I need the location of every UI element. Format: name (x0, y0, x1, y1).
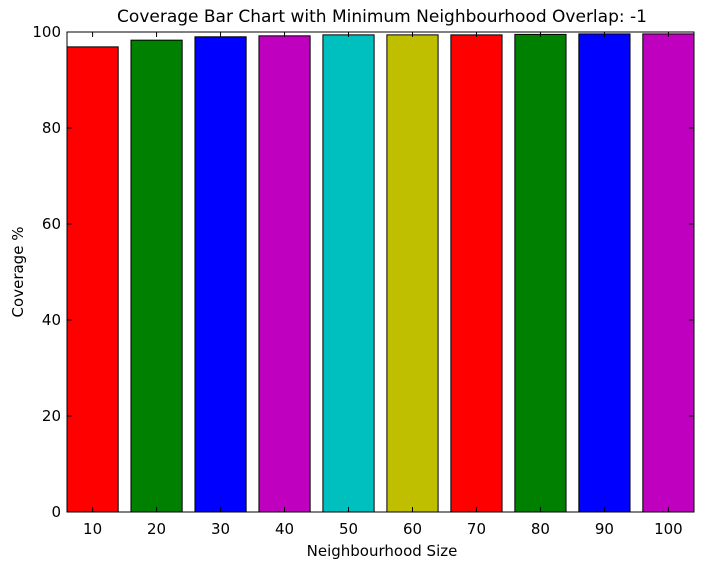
bar-90 (578, 33, 631, 513)
x-tick-label-40: 40 (275, 520, 294, 538)
x-tick-label-80: 80 (531, 520, 550, 538)
y-tick-label-60: 60 (42, 215, 61, 233)
x-tick-label-10: 10 (83, 520, 102, 538)
x-tick-label-90: 90 (595, 520, 614, 538)
chart-title: Coverage Bar Chart with Minimum Neighbou… (117, 7, 647, 27)
bar-20 (130, 39, 183, 513)
y-tick-label-40: 40 (42, 311, 61, 329)
y-tick-label-80: 80 (42, 119, 61, 137)
bar-70 (450, 34, 503, 513)
ticks-group: 10 20 30 40 50 60 70 80 90 100 0 20 40 60 80 100 (32, 23, 694, 538)
x-tick-label-70: 70 (467, 520, 486, 538)
bar-80 (514, 33, 567, 513)
x-tick-label-20: 20 (147, 520, 166, 538)
plot-frame (66, 31, 695, 513)
x-tick-label-50: 50 (339, 520, 358, 538)
x-tick-label-30: 30 (211, 520, 230, 538)
bar-100 (642, 33, 695, 513)
bars-group (66, 33, 695, 513)
bar-60 (386, 34, 439, 513)
y-tick-label-20: 20 (42, 407, 61, 425)
x-tick-label-100: 100 (654, 520, 683, 538)
bar-50 (322, 34, 375, 513)
x-axis-label: Neighbourhood Size (307, 542, 458, 560)
x-tick-label-60: 60 (403, 520, 422, 538)
bar-30 (194, 36, 247, 513)
bar-40 (258, 35, 311, 513)
y-axis-label: Coverage % (9, 227, 27, 318)
bar-10 (66, 46, 119, 513)
y-tick-label-100: 100 (32, 23, 61, 41)
y-tick-label-0: 0 (51, 503, 61, 521)
